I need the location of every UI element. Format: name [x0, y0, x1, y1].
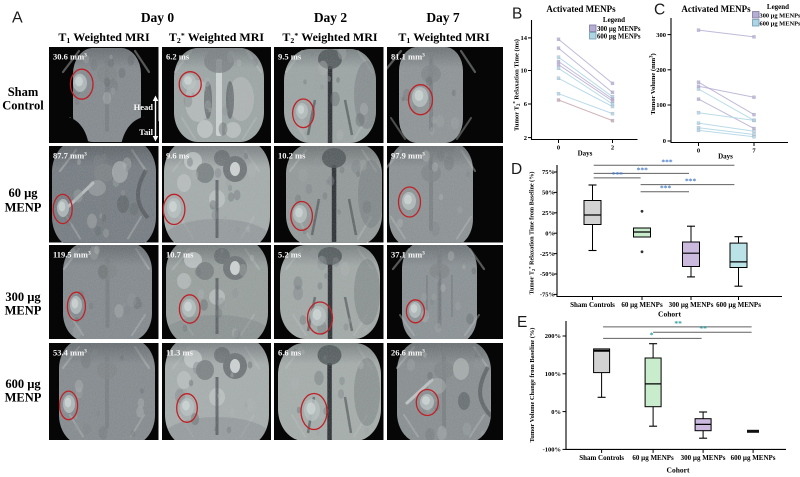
svg-text:Day 7: Day 7	[426, 10, 460, 25]
svg-text:Cohort: Cohort	[667, 466, 690, 475]
svg-text:***: ***	[685, 177, 697, 186]
svg-text:10: 10	[521, 68, 528, 75]
svg-text:2: 2	[524, 135, 527, 142]
svg-text:300 µg MENPs: 300 µg MENPs	[669, 301, 714, 309]
svg-text:MENP: MENP	[5, 391, 42, 405]
svg-text:7: 7	[752, 148, 756, 155]
svg-text:0%: 0%	[545, 230, 555, 237]
svg-text:60 µg: 60 µg	[8, 186, 38, 200]
svg-text:Legend: Legend	[603, 16, 625, 24]
svg-text:Day 0: Day 0	[141, 10, 175, 25]
svg-text:6: 6	[524, 101, 528, 108]
svg-text:300 µg: 300 µg	[5, 290, 41, 304]
svg-text:Day 2: Day 2	[314, 10, 348, 25]
svg-text:Sham: Sham	[8, 85, 39, 99]
svg-text:0: 0	[557, 145, 560, 152]
svg-text:6.2 ms: 6.2 ms	[166, 52, 190, 62]
svg-text:***: ***	[660, 184, 672, 193]
svg-text:**: **	[699, 324, 707, 333]
svg-text:-25%: -25%	[540, 251, 555, 258]
svg-text:Tumor Volume (mm3): Tumor Volume (mm3)	[650, 53, 657, 114]
svg-text:50%: 50%	[542, 190, 555, 197]
svg-text:75%: 75%	[542, 169, 555, 176]
svg-text:Head: Head	[134, 102, 154, 112]
svg-text:Sham Controls: Sham Controls	[570, 301, 615, 309]
svg-text:37.1 mm3: 37.1 mm3	[391, 250, 425, 260]
svg-text:Tail: Tail	[139, 127, 154, 137]
svg-text:D: D	[511, 161, 522, 178]
svg-text:300 µg MENPs: 300 µg MENPs	[760, 13, 800, 20]
svg-text:10.7 ms: 10.7 ms	[166, 250, 194, 260]
svg-text:C: C	[654, 2, 665, 19]
svg-text:0%: 0%	[551, 409, 561, 416]
svg-text:Legend: Legend	[767, 3, 789, 11]
svg-text:600 µg: 600 µg	[5, 377, 41, 391]
svg-text:9.5 ms: 9.5 ms	[278, 52, 302, 62]
svg-text:Days: Days	[718, 153, 733, 161]
svg-text:***: ***	[661, 157, 673, 166]
svg-text:9.6 ms: 9.6 ms	[166, 151, 190, 161]
svg-text:Tumor T2* Relaxation Time (ms): Tumor T2* Relaxation Time (ms)	[514, 39, 522, 131]
svg-text:26.6 mm3: 26.6 mm3	[391, 347, 425, 357]
svg-text:11.3 ms: 11.3 ms	[166, 347, 194, 357]
svg-text:10.2 ms: 10.2 ms	[278, 151, 306, 161]
svg-text:*: *	[650, 330, 654, 339]
svg-text:**: **	[674, 319, 682, 328]
svg-text:MENP: MENP	[5, 201, 42, 215]
svg-text:6.6 ms: 6.6 ms	[278, 347, 302, 357]
svg-text:14: 14	[521, 35, 528, 42]
svg-text:Sham Controls: Sham Controls	[579, 454, 624, 462]
svg-text:0: 0	[663, 138, 666, 145]
svg-text:300 µg MENPs: 300 µg MENPs	[681, 454, 726, 462]
svg-text:60 µg MENPs: 60 µg MENPs	[621, 301, 663, 309]
svg-text:Tumor Volume Change from Basel: Tumor Volume Change from Baseline (%)	[529, 328, 536, 443]
svg-text:53.4 mm3: 53.4 mm3	[53, 347, 87, 357]
svg-text:81.1 mm3: 81.1 mm3	[391, 52, 425, 62]
svg-text:MENP: MENP	[5, 304, 42, 318]
svg-text:0: 0	[697, 148, 700, 155]
svg-text:300 µg MENPs: 300 µg MENPs	[597, 26, 641, 33]
svg-text:-75%: -75%	[540, 292, 555, 299]
svg-text:200%: 200%	[545, 333, 561, 340]
svg-text:200: 200	[656, 67, 666, 74]
svg-text:Activated MENPs: Activated MENPs	[681, 4, 751, 14]
svg-text:30.6 mm3: 30.6 mm3	[53, 52, 87, 62]
svg-text:***: ***	[612, 170, 624, 179]
svg-text:-100%: -100%	[543, 447, 561, 454]
svg-text:T2* Weighted MRI: T2* Weighted MRI	[169, 30, 264, 45]
svg-text:-50%: -50%	[540, 271, 555, 278]
svg-text:T1 Weighted MRI: T1 Weighted MRI	[398, 30, 490, 45]
svg-text:100%: 100%	[545, 371, 561, 378]
svg-text:T1 Weighted MRI: T1 Weighted MRI	[58, 30, 150, 45]
svg-text:Cohort: Cohort	[658, 310, 681, 319]
svg-text:600 µg MENPs: 600 µg MENPs	[597, 33, 641, 40]
svg-text:600 µg MENPs: 600 µg MENPs	[731, 454, 776, 462]
svg-text:60 µg MENPs: 60 µg MENPs	[632, 454, 674, 462]
svg-text:A: A	[12, 10, 23, 27]
svg-text:2: 2	[611, 145, 614, 152]
svg-text:87.7 mm3: 87.7 mm3	[53, 151, 87, 161]
svg-text:Control: Control	[2, 99, 44, 113]
svg-text:300: 300	[656, 32, 666, 39]
svg-text:119.5 mm3: 119.5 mm3	[53, 250, 91, 260]
svg-text:Activated MENPs: Activated MENPs	[546, 4, 616, 14]
svg-text:B: B	[512, 6, 522, 23]
svg-text:25%: 25%	[542, 210, 555, 217]
svg-text:100: 100	[656, 102, 666, 109]
svg-text:***: ***	[637, 165, 649, 174]
svg-text:600 µg MENPs: 600 µg MENPs	[716, 301, 761, 309]
svg-text:Tumor T2* Relaxation Time from: Tumor T2* Relaxation Time from Baseline …	[528, 172, 536, 295]
svg-text:Days: Days	[578, 150, 593, 158]
svg-text:T2* Weighted MRI: T2* Weighted MRI	[282, 30, 377, 45]
svg-text:600 µg MENPs: 600 µg MENPs	[760, 21, 800, 28]
svg-text:5.2 ms: 5.2 ms	[278, 250, 302, 260]
svg-text:E: E	[517, 314, 527, 331]
svg-text:97.9 mm3: 97.9 mm3	[391, 151, 425, 161]
